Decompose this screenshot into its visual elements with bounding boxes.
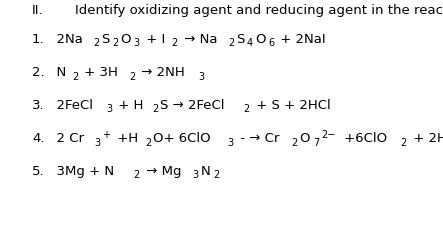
Text: Identify oxidizing agent and reducing agent in the reactions.: Identify oxidizing agent and reducing ag… [75,4,443,17]
Text: 7: 7 [313,137,319,147]
Text: N: N [201,164,210,177]
Text: 2FeCl: 2FeCl [48,99,93,112]
Text: 4.: 4. [32,131,44,144]
Text: N: N [48,66,66,79]
Text: 3: 3 [193,170,199,180]
Text: + S + 2HCl: + S + 2HCl [252,99,330,112]
Text: 2.: 2. [32,66,45,79]
Text: 2Na: 2Na [48,33,83,46]
Text: → Na: → Na [180,33,217,46]
Text: + 2H+: + 2H+ [408,131,443,144]
Text: 2: 2 [172,38,178,48]
Text: 1.: 1. [32,33,45,46]
Text: O: O [120,33,131,46]
Text: 2: 2 [72,71,78,81]
Text: 2: 2 [244,104,250,114]
Text: 2 Cr: 2 Cr [48,131,84,144]
Text: 2: 2 [129,71,135,81]
Text: O+ 6ClO: O+ 6ClO [153,131,211,144]
Text: +H: +H [113,131,138,144]
Text: O: O [299,131,310,144]
Text: 6: 6 [268,38,275,48]
Text: S: S [236,33,245,46]
Text: + 2NaI: + 2NaI [276,33,326,46]
Text: + I: + I [142,33,165,46]
Text: - → Cr: - → Cr [236,131,279,144]
Text: 3: 3 [198,71,205,81]
Text: 2: 2 [93,38,100,48]
Text: S: S [101,33,110,46]
Text: 3: 3 [134,38,140,48]
Text: 2: 2 [400,137,407,147]
Text: 2: 2 [228,38,234,48]
Text: 4: 4 [247,38,253,48]
Text: 2: 2 [145,137,152,147]
Text: 3: 3 [106,104,113,114]
Text: 3.: 3. [32,99,45,112]
Text: 2: 2 [152,104,159,114]
Text: → Mg: → Mg [142,164,181,177]
Text: → 2NH: → 2NH [137,66,185,79]
Text: 2−: 2− [321,129,335,139]
Text: 2: 2 [134,170,140,180]
Text: S → 2FeCl: S → 2FeCl [160,99,225,112]
Text: II.: II. [32,4,43,17]
Text: + H: + H [114,99,144,112]
Text: 2: 2 [112,38,118,48]
Text: 3: 3 [228,137,234,147]
Text: 5.: 5. [32,164,45,177]
Text: 2: 2 [213,170,219,180]
Text: 3Mg + N: 3Mg + N [48,164,114,177]
Text: O: O [255,33,265,46]
Text: + 3H: + 3H [80,66,118,79]
Text: +: + [102,129,110,139]
Text: +6ClO: +6ClO [340,131,387,144]
Text: 2: 2 [291,137,298,147]
Text: 3: 3 [95,137,101,147]
